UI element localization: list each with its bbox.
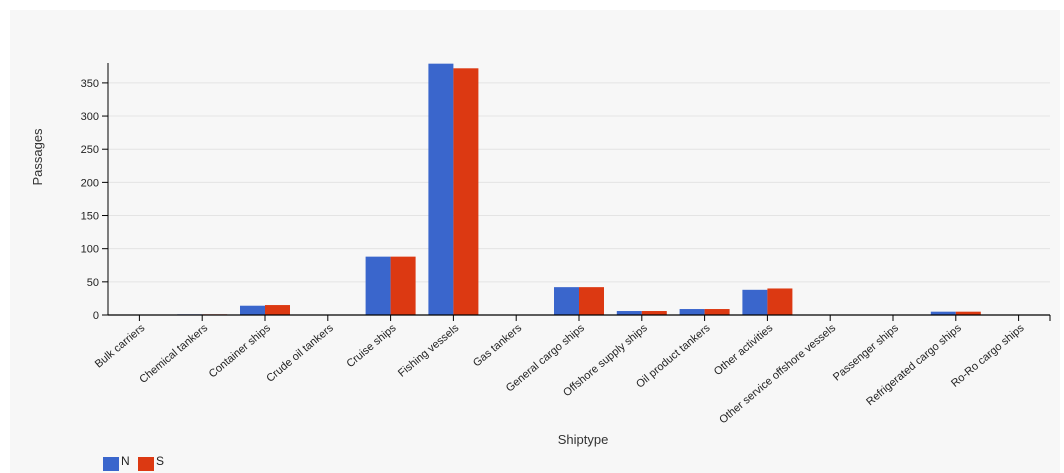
bar-S-10 — [704, 309, 730, 315]
legend-label-N: N — [121, 454, 130, 468]
x-tick-label: Gas tankers — [471, 322, 525, 370]
bar-S-3 — [265, 305, 290, 315]
x-tick-label: Passenger ships — [831, 322, 901, 384]
bar-S-6 — [453, 68, 479, 315]
y-tick-label: 50 — [87, 277, 99, 289]
chart-panel — [10, 10, 1060, 473]
legend-label-S: S — [156, 454, 164, 468]
y-tick-label: 150 — [81, 211, 99, 223]
legend-swatch-N — [103, 457, 119, 471]
y-axis: 0 50 100 150 200 250 300 350 — [81, 63, 109, 322]
bar-S-5 — [390, 256, 416, 315]
bar-N-9 — [616, 311, 642, 315]
x-tick-label: Bulk carriers — [93, 322, 148, 371]
bar-S-14 — [955, 311, 981, 315]
bar-N-11 — [742, 289, 768, 315]
x-tick-label: Other service offshore vessels — [717, 322, 838, 426]
bar-N-10 — [679, 309, 705, 315]
grid-lines — [108, 82, 1050, 283]
x-tick-label: Container ships — [207, 322, 274, 381]
legend-swatch-S — [138, 457, 154, 471]
bar-N-5 — [365, 256, 391, 315]
x-tick-label: Chemical tankers — [137, 322, 210, 386]
bar-N-8 — [554, 287, 579, 315]
y-tick-label: 300 — [81, 111, 99, 123]
bar-N-14 — [930, 311, 956, 315]
x-tick-label: Fishing vessels — [396, 322, 462, 380]
x-axis-title: Shiptype — [558, 432, 609, 447]
y-axis-title: Passages — [30, 128, 45, 186]
x-tick-label: Crude oil tankers — [264, 322, 336, 385]
bar-N-6 — [428, 63, 454, 315]
y-tick-label: 200 — [81, 177, 99, 189]
y-tick-label: 100 — [81, 244, 99, 256]
bar-N-3 — [240, 305, 265, 315]
y-tick-label: 350 — [81, 78, 99, 90]
y-tick-label: 0 — [93, 310, 99, 322]
bar-S-9 — [641, 311, 667, 315]
bar-S-11 — [767, 288, 793, 315]
x-tick-label: Other activities — [712, 322, 776, 378]
bar-S-8 — [579, 287, 604, 315]
bars-group — [177, 63, 981, 315]
y-tick-label: 250 — [81, 144, 99, 156]
x-tick-label: Cruise ships — [344, 322, 398, 370]
